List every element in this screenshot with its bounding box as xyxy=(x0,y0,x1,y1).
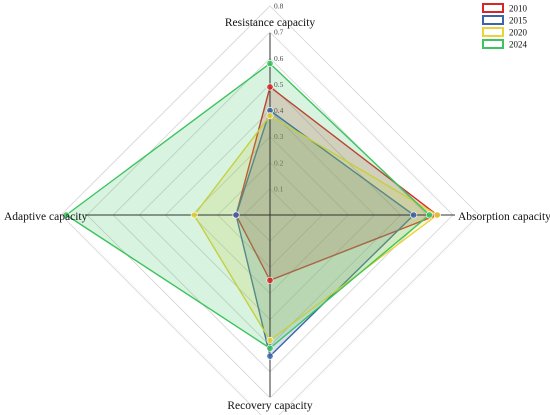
legend-swatch-2024 xyxy=(482,39,504,49)
data-point-2015-1 xyxy=(410,211,418,219)
data-point-2024-2 xyxy=(266,344,274,352)
data-point-2020-0 xyxy=(266,112,274,120)
legend-label-2010: 2010 xyxy=(509,4,528,14)
tick-label-0.1: 0.1 xyxy=(274,184,284,193)
legend-label-2024: 2024 xyxy=(509,40,528,50)
data-point-2020-2 xyxy=(266,336,274,344)
legend-swatch-2020 xyxy=(482,27,504,37)
axis-label-absorption: Absorption capacity xyxy=(458,211,550,223)
series-layer xyxy=(65,62,438,357)
grid-ring-8 xyxy=(60,5,480,415)
tick-label-0.5: 0.5 xyxy=(274,80,284,89)
data-point-2010-2 xyxy=(266,276,274,284)
legend-label-2015: 2015 xyxy=(509,16,528,26)
axis-label-recovery: Recovery capacity xyxy=(227,400,312,412)
data-point-2015-3 xyxy=(232,211,240,219)
axis-label-adaptive: Adaptive capacity xyxy=(4,211,88,223)
data-point-2015-2 xyxy=(266,352,274,360)
axis-label-resistance: Resistance capacity xyxy=(225,17,316,29)
legend-label-2020: 2020 xyxy=(509,28,528,38)
data-point-2010-0 xyxy=(266,83,274,91)
tick-labels: 0.1 0.2 0.3 0.4 0.5 0.6 0.7 0.8 xyxy=(274,2,284,194)
tick-label-0.8: 0.8 xyxy=(274,2,284,11)
series-area-2024 xyxy=(65,62,431,349)
data-point-2024-1 xyxy=(425,211,433,219)
tick-label-0.2: 0.2 xyxy=(274,158,284,167)
tick-label-0.7: 0.7 xyxy=(274,28,284,37)
legend-swatch-2015 xyxy=(482,15,504,25)
tick-label-0.4: 0.4 xyxy=(274,106,284,115)
data-point-2024-0 xyxy=(266,59,274,67)
data-points xyxy=(62,59,441,360)
data-point-2020-1 xyxy=(433,211,441,219)
tick-label-0.6: 0.6 xyxy=(274,54,284,63)
legend-swatch-2010 xyxy=(482,3,504,13)
data-point-2020-3 xyxy=(190,211,198,219)
data-point-2024-3 xyxy=(62,211,70,219)
legend: 2010 2015 2020 2024 xyxy=(482,3,528,50)
tick-label-0.3: 0.3 xyxy=(274,132,284,141)
